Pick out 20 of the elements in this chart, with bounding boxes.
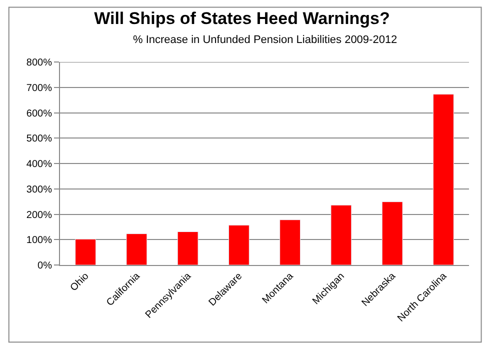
- y-tick-label: 0%: [38, 260, 52, 272]
- y-tick-label: 300%: [26, 184, 52, 196]
- chart-subtitle: % Increase in Unfunded Pension Liabilities 2009-2012: [133, 34, 398, 46]
- bar: [280, 220, 301, 265]
- bar: [75, 238, 96, 265]
- y-tick-label: 600%: [26, 108, 52, 120]
- y-tick-label: 400%: [26, 159, 52, 170]
- y-tick-label: 700%: [26, 82, 52, 94]
- y-tick-label: 500%: [26, 134, 52, 145]
- bar: [330, 204, 352, 265]
- bar: [432, 94, 454, 265]
- bar: [382, 202, 403, 265]
- y-tick-label: 200%: [26, 210, 52, 221]
- bar: [228, 224, 250, 265]
- chart-title: Will Ships of States Heed Warnings?: [94, 9, 390, 28]
- x-tick-label: Ohio: [68, 270, 92, 294]
- bar: [177, 232, 198, 265]
- y-tick-label: 100%: [26, 235, 52, 246]
- bar: [126, 234, 148, 265]
- y-tick-label: 800%: [26, 58, 52, 68]
